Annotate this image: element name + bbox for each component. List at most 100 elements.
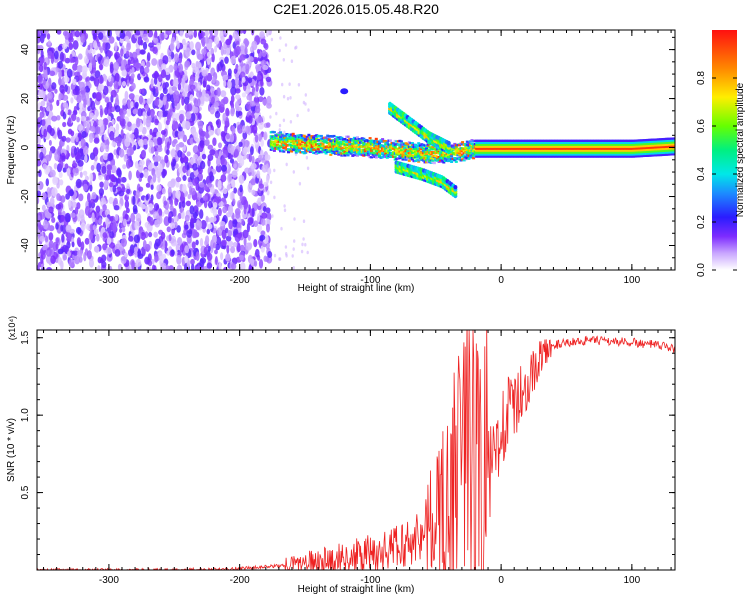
signal-mark: [545, 153, 549, 156]
noise-mark: [88, 62, 93, 72]
signal-mark: [497, 143, 501, 146]
signal-mark: [563, 153, 567, 156]
signal-mark: [330, 139, 334, 142]
signal-mark: [324, 136, 328, 139]
signal-mark: [472, 154, 476, 157]
noise-mark: [195, 138, 201, 144]
signal-mark: [663, 139, 667, 143]
signal-mark: [597, 153, 601, 156]
noise-mark: [37, 160, 42, 167]
signal-mark: [288, 149, 292, 152]
signal-mark: [555, 147, 559, 150]
signal-mark: [638, 149, 642, 152]
signal-mark: [490, 151, 494, 154]
signal-mark: [608, 153, 612, 156]
noise-mark: [105, 247, 112, 255]
signal-mark: [541, 151, 545, 154]
noise-mark: [60, 215, 65, 223]
noise-mark: [177, 150, 183, 158]
signal-mark: [487, 145, 491, 148]
signal-mark: [310, 144, 314, 147]
signal-mark: [296, 141, 300, 144]
signal-mark: [641, 149, 645, 152]
signal-mark: [501, 155, 505, 158]
noise-mark: [285, 162, 288, 167]
signal-mark: [293, 134, 297, 138]
signal-mark: [425, 152, 428, 155]
signal-mark: [276, 143, 279, 147]
signal-mark: [450, 148, 454, 152]
signal-mark: [581, 139, 585, 142]
signal-mark: [450, 160, 454, 163]
signal-mark: [567, 143, 571, 146]
noise-mark: [166, 113, 172, 123]
signal-mark: [326, 149, 330, 152]
signal-mark: [522, 155, 526, 158]
signal-mark: [666, 149, 670, 152]
signal-mark: [301, 134, 305, 137]
signal-mark: [591, 155, 595, 158]
noise-mark: [106, 101, 113, 110]
signal-mark: [426, 149, 430, 152]
noise-mark: [105, 218, 111, 228]
signal-mark: [321, 139, 325, 143]
signal-mark: [315, 152, 319, 155]
signal-mark: [572, 155, 576, 158]
noise-mark: [154, 253, 159, 263]
signal-mark: [618, 151, 621, 154]
noise-mark: [147, 30, 154, 38]
signal-mark: [429, 146, 433, 149]
noise-mark: [183, 96, 190, 105]
noise-mark: [192, 178, 198, 186]
signal-mark: [492, 155, 496, 158]
signal-mark: [376, 140, 380, 143]
noise-mark: [86, 250, 92, 260]
signal-mark: [301, 144, 305, 147]
signal-mark: [671, 141, 675, 144]
signal-mark: [345, 152, 348, 155]
noise-mark: [39, 111, 45, 118]
noise-mark: [227, 80, 232, 89]
signal-mark: [627, 147, 631, 150]
signal-mark: [650, 148, 654, 151]
signal-mark: [479, 151, 483, 154]
noise-mark: [90, 164, 95, 171]
noise-mark: [43, 128, 48, 138]
noise-mark: [292, 266, 295, 270]
noise-mark: [37, 62, 40, 72]
signal-mark: [555, 151, 559, 154]
signal-mark: [467, 157, 471, 160]
signal-mark: [332, 134, 336, 138]
noise-mark: [103, 182, 107, 191]
signal-mark: [520, 143, 524, 146]
signal-mark: [613, 145, 617, 148]
noise-mark: [101, 165, 107, 174]
signal-mark: [308, 139, 312, 142]
noise-mark: [244, 167, 251, 174]
noise-mark: [160, 262, 167, 270]
signal-mark: [475, 145, 479, 148]
signal-mark: [580, 151, 584, 154]
signal-mark: [454, 145, 458, 148]
signal-mark: [484, 139, 488, 142]
signal-mark: [401, 142, 405, 145]
signal-mark: [415, 155, 419, 158]
noise-mark: [107, 50, 113, 57]
noise-mark: [298, 181, 302, 186]
signal-mark: [318, 135, 322, 138]
signal-mark: [425, 159, 428, 162]
signal-mark: [459, 159, 463, 162]
signal-mark: [456, 151, 460, 154]
noise-mark: [70, 57, 76, 63]
signal-mark: [588, 139, 592, 142]
signal-mark: [575, 143, 579, 146]
noise-mark: [128, 170, 132, 181]
signal-mark: [376, 147, 380, 151]
noise-mark: [80, 115, 87, 122]
signal-mark: [575, 145, 579, 148]
noise-mark: [203, 246, 208, 255]
signal-mark: [329, 145, 333, 148]
signal-mark: [572, 141, 576, 144]
noise-mark: [150, 184, 154, 190]
noise-mark: [59, 159, 64, 170]
